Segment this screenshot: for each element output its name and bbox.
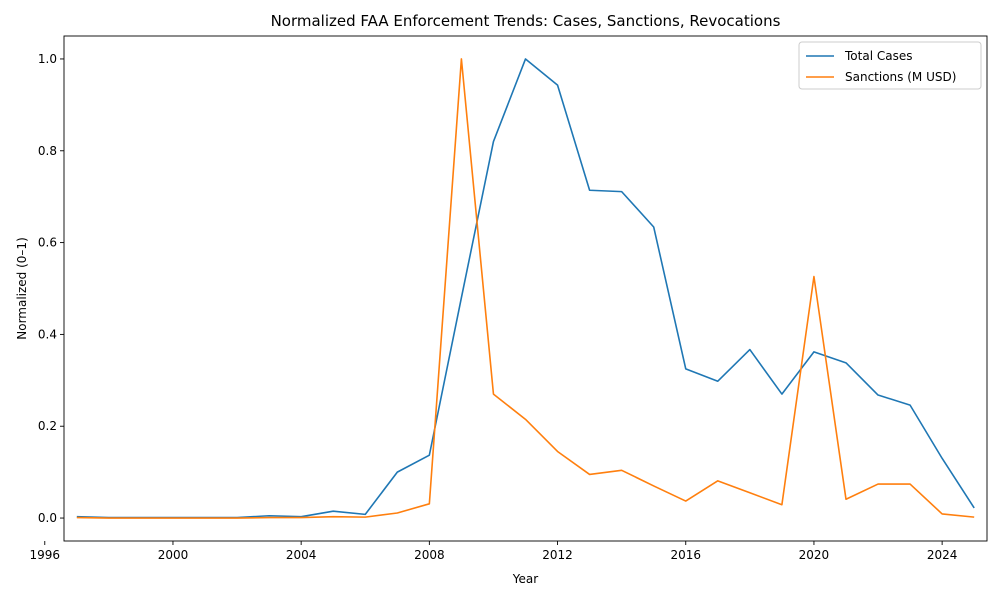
x-tick-label: 2024 xyxy=(927,548,958,562)
x-tick-label: 2004 xyxy=(286,548,317,562)
x-tick-label: 2000 xyxy=(158,548,189,562)
legend-label-0: Total Cases xyxy=(844,49,912,63)
x-tick-label: 2016 xyxy=(670,548,701,562)
x-tick-label: 2008 xyxy=(414,548,445,562)
legend: Total Cases Sanctions (M USD) xyxy=(798,41,982,90)
x-tick-label: 2020 xyxy=(799,548,830,562)
legend-label-1: Sanctions (M USD) xyxy=(845,70,956,84)
y-tick-label: 0.2 xyxy=(38,419,57,433)
y-axis-ticks: 0.0 0.2 0.4 0.6 0.8 1.0 xyxy=(38,52,64,525)
x-tick-label: 2012 xyxy=(542,548,573,562)
legend-box xyxy=(798,41,982,90)
x-tick-label: 1996 xyxy=(29,548,60,562)
plot-frame xyxy=(63,35,988,542)
y-axis-label: Normalized (0–1) xyxy=(15,237,29,340)
y-tick-label: 0.8 xyxy=(38,144,57,158)
x-axis-ticks: 1996 2000 2004 2008 2012 2016 2020 2024 xyxy=(29,541,957,562)
x-axis-label: Year xyxy=(512,572,538,586)
y-tick-label: 0.6 xyxy=(38,236,57,250)
plot-lines xyxy=(76,58,975,519)
y-tick-label: 0.4 xyxy=(38,327,57,341)
y-tick-label: 0.0 xyxy=(38,511,57,525)
y-tick-label: 1.0 xyxy=(38,52,57,66)
series-line-1 xyxy=(76,58,975,519)
series-line-0 xyxy=(76,58,975,519)
chart-title: Normalized FAA Enforcement Trends: Cases… xyxy=(271,12,781,30)
